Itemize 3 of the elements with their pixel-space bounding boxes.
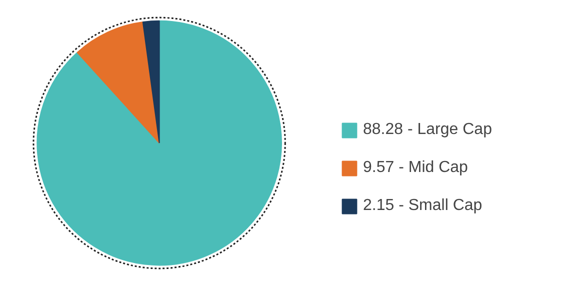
- legend-label: 88.28 - Large Cap: [363, 121, 492, 139]
- legend-label: 9.57 - Mid Cap: [363, 159, 468, 177]
- legend-label: 2.15 - Small Cap: [363, 197, 482, 215]
